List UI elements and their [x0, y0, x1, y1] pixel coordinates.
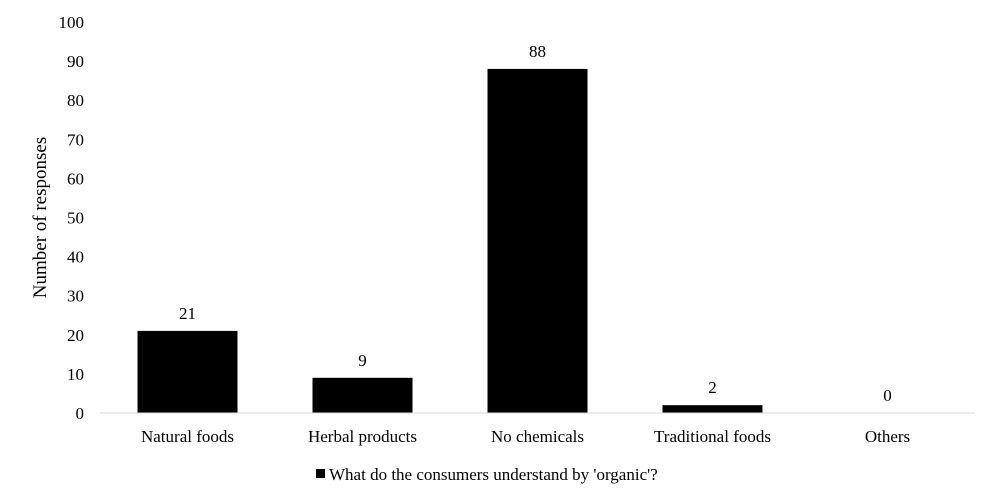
data-label-natural-foods: 21	[179, 304, 196, 323]
bars	[137, 68, 763, 414]
bar-herbal-products	[312, 377, 413, 413]
x-tick-label-traditional-foods: Traditional foods	[654, 427, 771, 446]
data-label-herbal-products: 9	[358, 351, 367, 370]
legend-swatch	[316, 469, 325, 478]
x-tick-label-natural-foods: Natural foods	[141, 427, 234, 446]
y-tick-label-50: 50	[67, 209, 84, 228]
y-axis-ticks: 0 10 20 30 40 50 60 70 80 90 100	[59, 13, 85, 423]
data-label-no-chemicals: 88	[529, 42, 546, 61]
y-tick-label-90: 90	[67, 52, 84, 71]
y-tick-label-20: 20	[67, 326, 84, 345]
bar-traditional-foods	[662, 405, 763, 413]
data-label-traditional-foods: 2	[708, 378, 717, 397]
y-tick-label-40: 40	[67, 248, 84, 267]
x-tick-label-herbal-products: Herbal products	[308, 427, 417, 446]
y-tick-label-0: 0	[76, 404, 85, 423]
y-tick-label-30: 30	[67, 287, 84, 306]
y-tick-label-80: 80	[67, 91, 84, 110]
legend: What do the consumers understand by 'org…	[316, 465, 658, 484]
bar-no-chemicals	[487, 68, 588, 414]
x-axis-tick-labels: Natural foods Herbal products No chemicals…	[141, 427, 910, 446]
bar-natural-foods	[137, 330, 238, 413]
y-tick-label-60: 60	[67, 169, 84, 188]
y-tick-label-100: 100	[59, 13, 85, 32]
y-axis-title: Number of responses	[30, 137, 51, 298]
y-tick-label-70: 70	[67, 130, 84, 149]
data-labels: 21 9 88 2 0	[179, 42, 892, 405]
legend-label: What do the consumers understand by 'org…	[329, 465, 658, 484]
x-tick-label-others: Others	[865, 427, 910, 446]
y-tick-label-10: 10	[67, 365, 84, 384]
data-label-others: 0	[883, 386, 892, 405]
x-tick-label-no-chemicals: No chemicals	[491, 427, 584, 446]
